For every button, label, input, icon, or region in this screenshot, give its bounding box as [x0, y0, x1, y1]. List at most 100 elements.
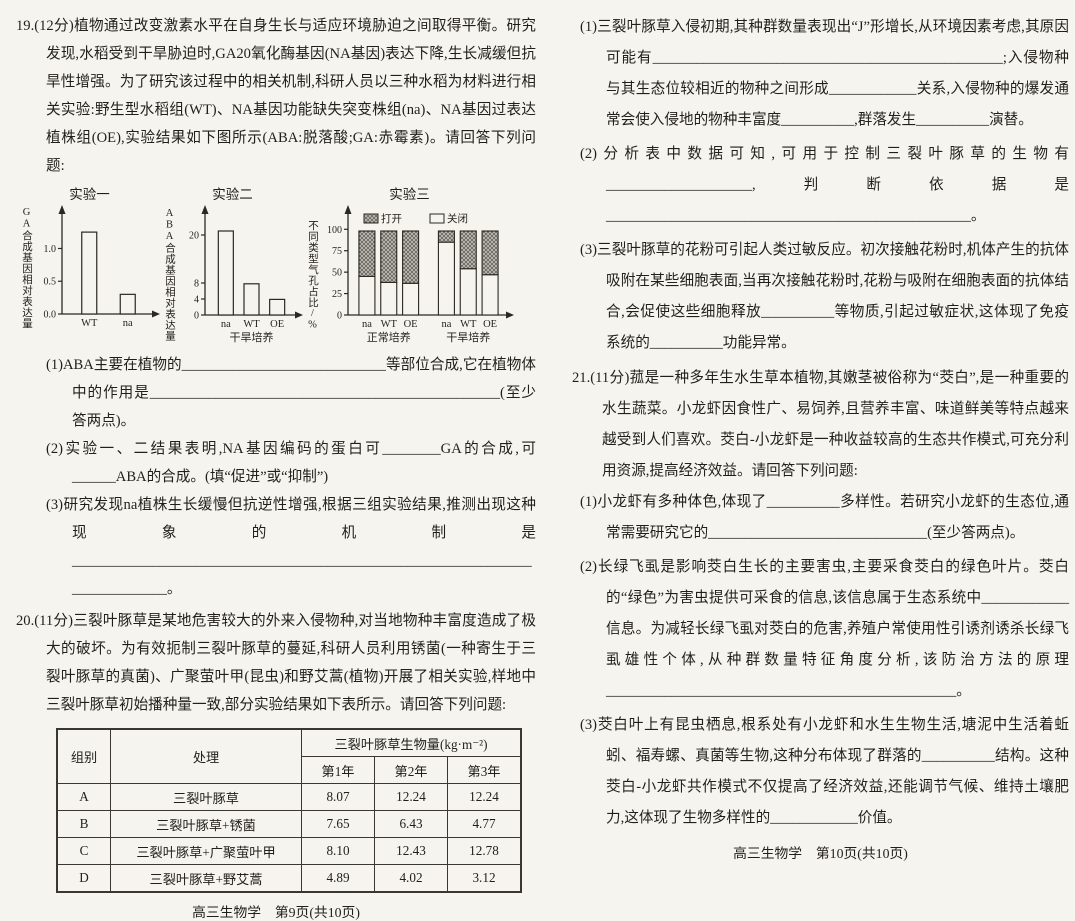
bar-segment-open — [380, 230, 398, 283]
experiment-charts-row: 实验一 GA合成基因相对表达量 0.0 0.5 1.0 WT na 实验二 ABA合成基… — [18, 186, 536, 347]
bar-category-label: WT — [460, 319, 477, 330]
x-axis-arrow — [152, 310, 160, 318]
table-header-year3: 第3年 — [447, 756, 522, 784]
bar-segment-open — [358, 230, 376, 277]
table-row: D 三裂叶豚草+野艾蒿 4.89 4.02 3.12 — [56, 864, 522, 893]
bar-category-label: OE — [270, 319, 284, 330]
cell-group: C — [56, 837, 111, 865]
bar — [243, 283, 260, 316]
cell-year1: 4.89 — [301, 864, 375, 893]
cell-treatment: 三裂叶豚草+广聚萤叶甲 — [110, 837, 302, 865]
table-row: C 三裂叶豚草+广聚萤叶甲 8.10 12.43 12.78 — [56, 837, 522, 865]
chart-experiment-2: 实验二 ABA合成基因相对表达量 0 4 8 20 na WT OE 干旱培养 — [161, 186, 304, 347]
group-label: 干旱培养 — [446, 330, 490, 344]
legend-swatch-open — [363, 213, 379, 224]
question-21-intro: 21.(11分)菰是一种多年生水生草本植物,其嫩茎被俗称为“茭白”,是一种重要的… — [572, 370, 1069, 479]
table-header-year2: 第2年 — [374, 756, 448, 784]
bar-category-label: na — [441, 319, 451, 330]
y-tick-label: 25 — [332, 289, 342, 300]
bar-category-label: OE — [404, 319, 418, 330]
page-right: (1)三裂叶豚草入侵初期,其种群数量表现出“J”形增长,从环境因素考虑,其原因可… — [572, 12, 1069, 862]
y-axis-arrow — [201, 205, 209, 214]
question-20-sub-2: (2)分析表中数据可知,可用于控制三裂叶豚草的生物有______________… — [580, 146, 1069, 224]
chart-experiment-1: 实验一 GA合成基因相对表达量 0.0 0.5 1.0 WT na — [18, 186, 161, 333]
bar-segment-open — [402, 230, 420, 284]
cell-year3: 4.77 — [447, 810, 522, 838]
table-header-year1: 第1年 — [301, 756, 375, 784]
cell-year2: 12.43 — [374, 837, 448, 865]
bar-segment-closed — [481, 274, 499, 316]
cell-year3: 3.12 — [447, 864, 522, 893]
cell-year1: 8.10 — [301, 837, 375, 865]
bar-category-label: WT — [381, 319, 398, 330]
legend-swatch-closed — [429, 213, 445, 224]
question-20-sub-3: (3)三裂叶豚草的花粉可引起人类过敏反应。初次接触花粉时,机体产生的抗体吸附在某… — [580, 242, 1069, 351]
bar — [217, 230, 234, 316]
table-header-treatment: 处理 — [110, 728, 302, 784]
question-19-sub-2: (2)实验一、二结果表明,NA基因编码的蛋白可________GA的合成,可__… — [46, 441, 536, 485]
y-axis-arrow — [58, 205, 66, 214]
cell-year2: 6.43 — [374, 810, 448, 838]
cell-treatment: 三裂叶豚草+锈菌 — [110, 810, 302, 838]
y-tick-label: 75 — [332, 246, 342, 257]
chart-3-title: 实验三 — [389, 187, 430, 202]
table-row: A 三裂叶豚草 8.07 12.24 12.24 — [56, 783, 522, 811]
x-axis-arrow — [506, 311, 514, 319]
y-tick-label: 50 — [332, 268, 342, 279]
cell-year3: 12.24 — [447, 783, 522, 811]
bar — [269, 298, 286, 316]
bar-category-label: na — [221, 319, 231, 330]
question-19-sub-3: (3)研究发现na植株生长缓慢但抗逆性增强,根据三组实验结果,推测出现这种现象的… — [46, 497, 536, 597]
y-tick-label: 100 — [327, 225, 342, 236]
legend-label: 关闭 — [447, 212, 468, 225]
bar-segment-open — [481, 230, 499, 276]
table-row: B 三裂叶豚草+锈菌 7.65 6.43 4.77 — [56, 810, 522, 838]
table-header-group: 组别 — [56, 728, 111, 784]
question-21-sub-1: (1)小龙虾有多种体色,体现了__________多样性。若研究小龙虾的生态位,… — [580, 494, 1069, 541]
cell-treatment: 三裂叶豚草 — [110, 783, 302, 811]
bar-segment-closed — [380, 281, 398, 316]
chart-1-title: 实验一 — [69, 187, 110, 202]
question-20-sub-1: (1)三裂叶豚草入侵初期,其种群数量表现出“J”形增长,从环境因素考虑,其原因可… — [580, 19, 1069, 128]
y-tick-label: 0 — [194, 311, 199, 322]
page-left: 19.(12分)植物通过改变激素水平在自身生长与适应环境胁迫之间取得平衡。研究发… — [16, 12, 536, 921]
y-tick-label: 1.0 — [44, 244, 57, 255]
x-axis-arrow — [295, 311, 303, 319]
bar-category-label: WT — [81, 318, 98, 329]
question-19-intro: 19.(12分)植物通过改变激素水平在自身生长与适应环境胁迫之间取得平衡。研究发… — [16, 18, 536, 174]
cell-group: D — [56, 864, 111, 893]
cell-year3: 12.78 — [447, 837, 522, 865]
question-21-sub-2: (2)长绿飞虱是影响茭白生长的主要害虫,主要采食茭白的绿色叶片。茭白的“绿色”为… — [580, 559, 1069, 699]
bar-segment-closed — [358, 275, 376, 316]
cell-year1: 8.07 — [301, 783, 375, 811]
bar — [81, 231, 98, 315]
question-20-intro: 20.(11分)三裂叶豚草是某地危害较大的外来入侵物种,对当地物种丰富度造成了极… — [16, 613, 536, 713]
bar-segment-closed — [437, 241, 455, 316]
footer-left: 高三生物学 第9页(共10页) — [192, 905, 360, 920]
y-tick-label: 0.5 — [44, 277, 57, 288]
chart-3-y-axis-label: 不同类型气孔占比/% — [307, 219, 318, 331]
chart-experiment-3: 实验三 不同类型气孔占比/% 0 25 50 75 100 na WT OE na WT OE 正常培… — [304, 186, 515, 347]
biomass-table: 组别 处理 三裂叶豚草生物量(kg·m⁻²) 第1年 第2年 第3年 A 三裂叶… — [56, 728, 522, 893]
x-axis-label: 干旱培养 — [230, 330, 274, 344]
bar-segment-open — [459, 230, 477, 270]
chart-1-y-axis-label: GA合成基因相对表达量 — [21, 207, 32, 329]
bar-category-label: OE — [483, 319, 497, 330]
cell-year1: 7.65 — [301, 810, 375, 838]
bar-category-label: na — [123, 318, 133, 329]
cell-year2: 12.24 — [374, 783, 448, 811]
question-21-sub-3: (3)茭白叶上有昆虫栖息,根系处有小龙虾和水生生物生活,塘泥中生活着蚯蚓、福寿螺… — [580, 717, 1069, 826]
cell-year2: 4.02 — [374, 864, 448, 893]
y-tick-label: 0.0 — [44, 310, 57, 321]
bar-segment-open — [437, 230, 455, 243]
bar-category-label: na — [362, 319, 372, 330]
y-tick-label: 20 — [189, 231, 199, 242]
bar-segment-closed — [402, 282, 420, 316]
bar-segment-closed — [459, 268, 477, 316]
y-axis-arrow — [344, 205, 352, 214]
y-tick-label: 4 — [194, 295, 199, 306]
y-tick-label: 8 — [194, 279, 199, 290]
group-label: 正常培养 — [367, 330, 411, 344]
